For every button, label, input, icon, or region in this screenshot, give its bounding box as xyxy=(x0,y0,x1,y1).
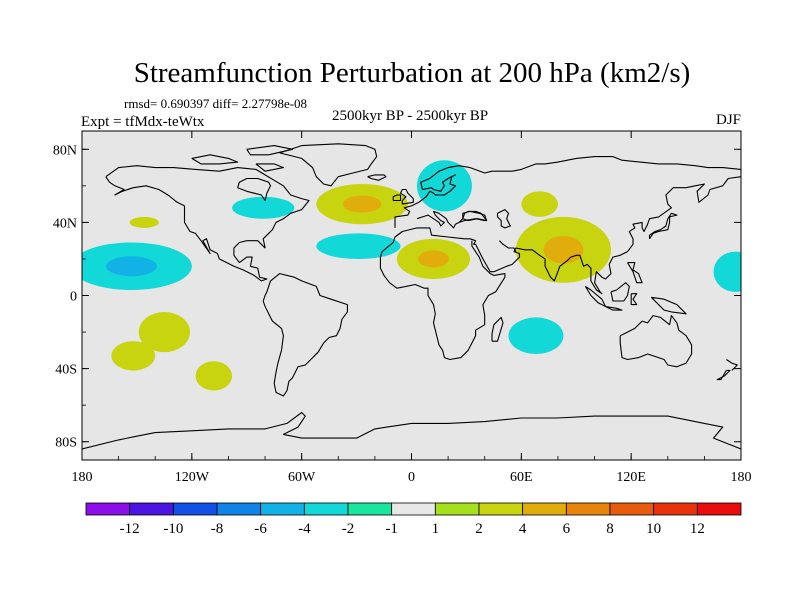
anomaly-core-east-pacific xyxy=(106,256,157,277)
x-tick-label-0: 180 xyxy=(72,470,93,485)
x-tick-label-1: 120W xyxy=(175,470,210,485)
colorbar-label-5: -2 xyxy=(342,521,355,537)
coastline-north-america xyxy=(105,165,310,282)
coastline-japan xyxy=(648,212,678,240)
anomaly-south-pacific-3 xyxy=(195,361,233,391)
experiment-text: Expt = tfMdx-teWtx xyxy=(81,114,205,130)
anomaly-core-north-atlantic xyxy=(342,195,382,213)
y-tick-label-0: 80N xyxy=(53,143,77,158)
colorbar-label-10: 6 xyxy=(563,521,571,537)
colorbar-label-6: -1 xyxy=(385,521,398,537)
coastline-eurasia xyxy=(379,156,741,361)
coastline-hudson-bay xyxy=(237,177,272,202)
colorbar-box-3 xyxy=(216,502,262,516)
coastline-greenland xyxy=(279,143,378,187)
stats-text: rmsd= 0.690397 diff= 2.27798e-08 xyxy=(124,96,307,111)
coastline-maritime-continent xyxy=(584,262,687,315)
colorbar-box-0 xyxy=(85,502,131,516)
colorbar-label-11: 8 xyxy=(606,521,614,537)
colorbar: -12 -10 -8 -6 -4 -2 -1 1 2 4 6 8 10 12 xyxy=(85,502,742,537)
colorbar-box-6 xyxy=(347,502,393,516)
coastlines xyxy=(82,143,741,450)
coastline-south-america xyxy=(262,273,348,397)
anomaly-pacific-date-line-east xyxy=(713,251,741,292)
colorbar-box-9 xyxy=(478,502,524,516)
map-background xyxy=(82,131,741,460)
map-axes: 180 120W 60W 0 60E 120E 180 80N 40N 0 40S 80S xyxy=(53,131,752,485)
period-text: 2500kyr BP - 2500kyr BP xyxy=(332,108,488,124)
colorbar-label-1: -10 xyxy=(163,521,183,537)
colorbar-label-4: -4 xyxy=(298,521,311,537)
colorbar-box-7 xyxy=(391,502,436,516)
colorbar-box-4 xyxy=(260,502,305,516)
colorbar-box-10 xyxy=(522,502,567,516)
anomaly-core-north-africa xyxy=(418,250,449,268)
colorbar-label-2: -8 xyxy=(211,521,224,537)
coastline-arabian-gulf xyxy=(499,240,517,252)
colorbar-label-0: -12 xyxy=(120,521,140,537)
coastline-arctic-islands xyxy=(191,145,294,172)
colorbar-label-8: 2 xyxy=(475,521,483,537)
y-tick-label-3: 40S xyxy=(55,363,77,378)
coastline-mediterranean-north xyxy=(416,210,488,229)
colorbar-box-5 xyxy=(303,502,349,516)
coastline-uk-ireland xyxy=(392,188,414,205)
colorbar-label-3: -6 xyxy=(254,521,267,537)
coastline-new-zealand xyxy=(716,359,738,381)
colorbar-box-14 xyxy=(696,502,742,516)
anomaly-layer xyxy=(82,160,741,391)
chart-title: Streamfunction Perturbation at 200 hPa (… xyxy=(134,57,691,89)
coastline-iceland xyxy=(367,174,387,181)
x-tick-label-2: 60W xyxy=(288,470,316,485)
colorbar-box-11 xyxy=(565,502,611,516)
anomaly-south-pacific-2 xyxy=(111,341,156,371)
anomaly-central-atlantic xyxy=(316,233,401,259)
colorbar-box-1 xyxy=(129,502,174,516)
colorbar-box-8 xyxy=(434,502,480,516)
y-tick-label-1: 40N xyxy=(53,216,77,231)
season-label: DJF xyxy=(716,112,741,128)
x-tick-label-3: 0 xyxy=(408,470,415,485)
anomaly-hudson-bay xyxy=(232,196,295,219)
y-tick-label-2: 0 xyxy=(70,290,77,305)
coastline-black-sea xyxy=(462,210,488,222)
coastline-madagascar xyxy=(491,316,504,342)
coastline-australia xyxy=(619,315,693,368)
coastline-antarctica xyxy=(82,411,741,450)
anomaly-north-pacific-west xyxy=(129,216,159,228)
anomaly-south-indian-ocean xyxy=(508,317,564,354)
x-tick-label-4: 60E xyxy=(510,470,533,485)
colorbar-box-12 xyxy=(609,502,655,516)
colorbar-label-9: 4 xyxy=(519,521,527,537)
x-tick-label-6: 180 xyxy=(731,470,752,485)
colorbar-label-12: 10 xyxy=(646,521,661,537)
colorbar-box-2 xyxy=(172,502,218,516)
anomaly-west-siberia xyxy=(521,191,558,217)
colorbar-label-7: 1 xyxy=(432,521,440,537)
y-tick-label-4: 80S xyxy=(55,436,77,451)
colorbar-box-13 xyxy=(653,502,698,516)
colorbar-label-13: 12 xyxy=(690,521,705,537)
x-tick-label-5: 120E xyxy=(616,470,646,485)
anomaly-core-south-asia xyxy=(543,235,584,264)
coastline-caspian-sea xyxy=(496,209,511,229)
anomaly-south-pacific-1 xyxy=(138,311,191,353)
